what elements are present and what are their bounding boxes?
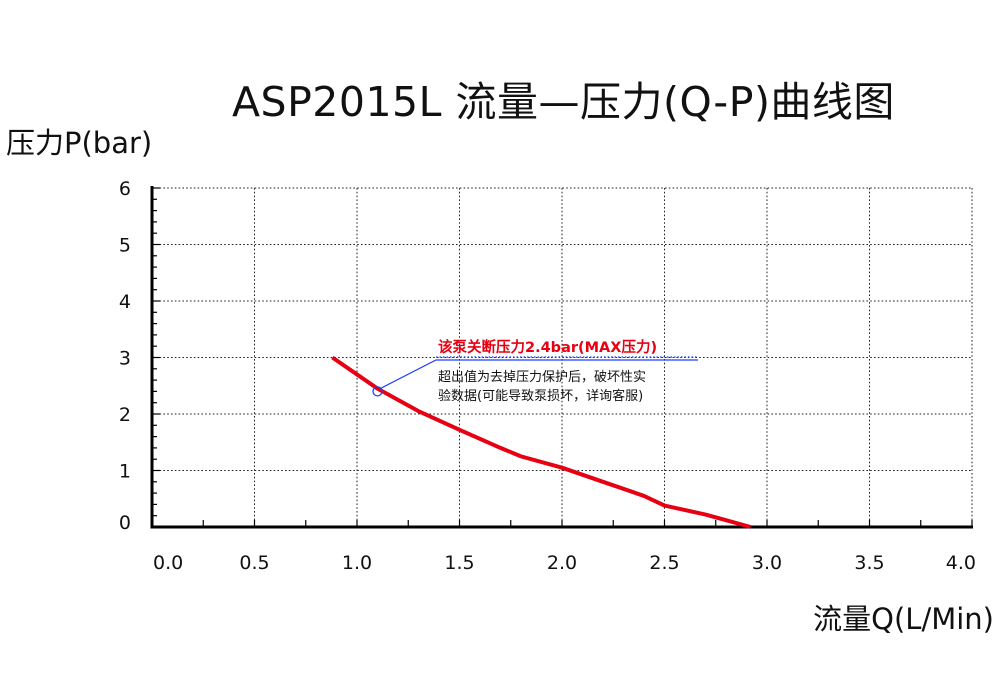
x-tick-label: 3.5 (854, 552, 884, 574)
axes (150, 186, 973, 529)
x-tick-label: 0.0 (153, 552, 183, 574)
y-tick-label: 3 (119, 348, 131, 370)
annotation-leader-line (380, 359, 698, 389)
y-axis-label: 压力P(bar) (6, 126, 153, 160)
x-tick-label: 0.5 (239, 552, 269, 574)
y-tick-label: 2 (119, 404, 131, 426)
x-tick-label: 4.0 (946, 552, 976, 574)
x-tick-label: 1.0 (342, 552, 372, 574)
annotation-line-1: 超出值为去掉压力保护后，破坏性实 (438, 369, 646, 385)
series-layer (331, 355, 752, 529)
annotation-line-2: 验数据(可能导致泵损坏，详询客服) (438, 388, 643, 404)
grid-lines (152, 187, 973, 527)
y-tick-label: 0 (119, 512, 131, 534)
series-line (331, 355, 752, 529)
annotation: 该泵关断压力2.4bar(MAX压力) 超出值为去掉压力保护后，破坏性实 验数据… (372, 338, 698, 404)
x-tick-label: 2.0 (547, 552, 577, 574)
x-tick-label: 1.5 (444, 552, 474, 574)
x-axis-label: 流量Q(L/Min) (813, 602, 994, 636)
annotation-highlight-text: 该泵关断压力2.4bar(MAX压力) (438, 338, 657, 356)
y-tick-label: 5 (119, 235, 131, 257)
annotation-marker (372, 386, 383, 397)
x-tick-label: 2.5 (649, 552, 679, 574)
y-tick-label: 4 (119, 291, 131, 313)
y-tick-label: 6 (119, 178, 131, 200)
tick-labels: 0.0 0.5 1.0 1.5 2.0 2.5 3.0 3.5 4.0 0 1 2 3 4 5 6 (119, 178, 976, 574)
x-tick-label: 3.0 (752, 552, 782, 574)
y-tick-label: 1 (119, 461, 131, 483)
chart-title: ASP2015L 流量—压力(Q-P)曲线图 (232, 78, 895, 126)
